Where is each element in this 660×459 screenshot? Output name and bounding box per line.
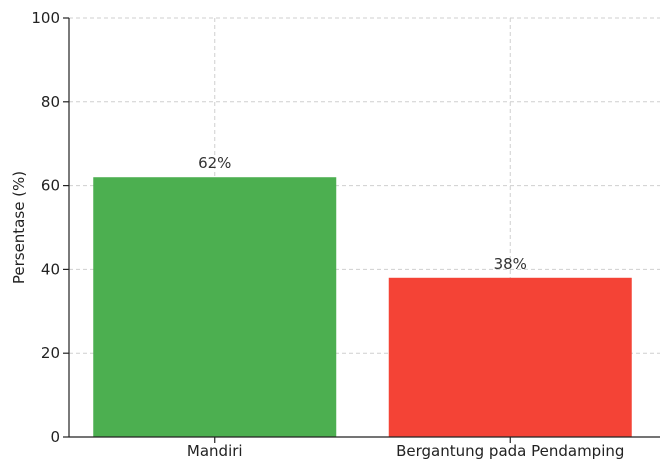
bar-value-label: 62% — [198, 154, 231, 172]
y-axis-title: Persentase (%) — [10, 171, 28, 284]
y-tick-label: 60 — [41, 177, 60, 195]
x-tick-label: Mandiri — [187, 442, 243, 459]
y-tick-label: 40 — [41, 260, 60, 278]
x-axis-ticks: Mandiri Bergantung pada Pendamping — [187, 437, 624, 459]
bar-mandiri — [93, 177, 337, 437]
x-tick-label: Bergantung pada Pendamping — [396, 442, 624, 459]
y-tick-label: 0 — [50, 428, 60, 446]
y-tick-label: 20 — [41, 344, 60, 362]
y-tick-label: 100 — [31, 9, 60, 27]
y-axis-ticks: 0 20 40 60 80 100 — [31, 9, 69, 446]
bar-bergantung-pada-pendamping — [388, 277, 632, 437]
bar-value-label: 38% — [494, 255, 527, 273]
axes — [68, 18, 660, 438]
bars — [93, 177, 632, 437]
data-labels: 62% 38% — [198, 154, 527, 273]
y-tick-label: 80 — [41, 93, 60, 111]
